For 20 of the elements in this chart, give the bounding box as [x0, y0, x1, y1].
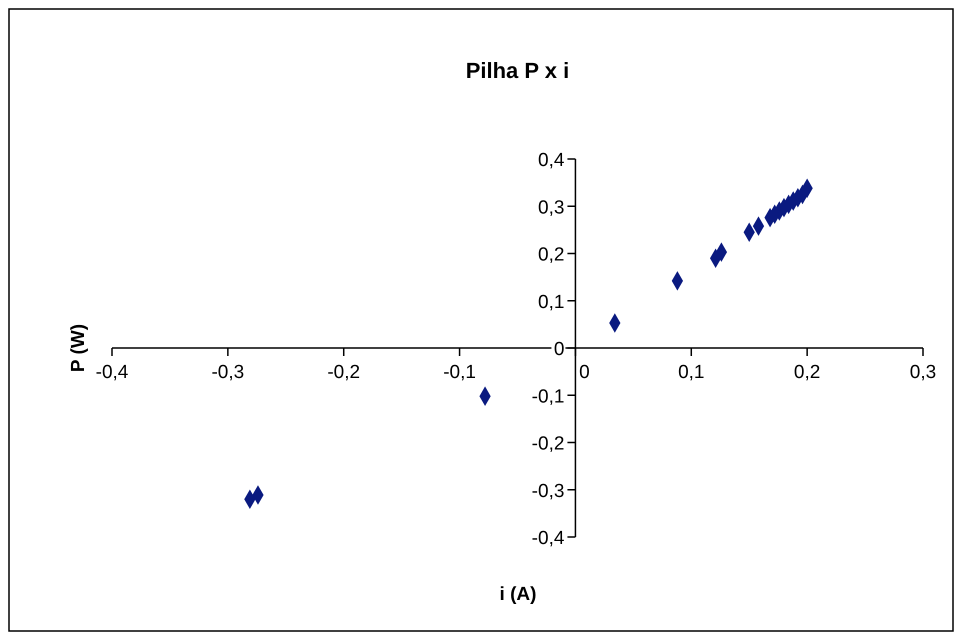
y-tick-label: -0,2: [532, 434, 564, 454]
x-tick-label: -0,1: [443, 362, 476, 383]
x-tick-label: 0,3: [910, 362, 936, 383]
y-tick-label: 0,1: [538, 292, 564, 313]
y-tick-label: 0,4: [538, 150, 565, 171]
x-axis-title: i (A): [500, 584, 536, 605]
y-tick-label: 0,3: [538, 197, 564, 218]
chart-title: Pilha P x i: [466, 58, 570, 83]
x-tick-label: -0,4: [96, 362, 129, 383]
x-tick-label: 0,2: [794, 362, 820, 383]
y-tick-label: 0: [554, 339, 564, 360]
x-tick-label: 0,1: [678, 362, 704, 383]
x-tick-label: -0,2: [327, 362, 360, 383]
y-tick-label: -0,3: [532, 480, 564, 502]
y-tick-label: 0,2: [538, 244, 564, 266]
x-tick-label: 0: [579, 362, 590, 383]
y-axis-title: P (W): [68, 324, 89, 372]
y-tick-label: -0,4: [532, 528, 565, 549]
x-tick-label: -0,3: [211, 362, 244, 383]
y-tick-label: -0,1: [532, 386, 564, 408]
